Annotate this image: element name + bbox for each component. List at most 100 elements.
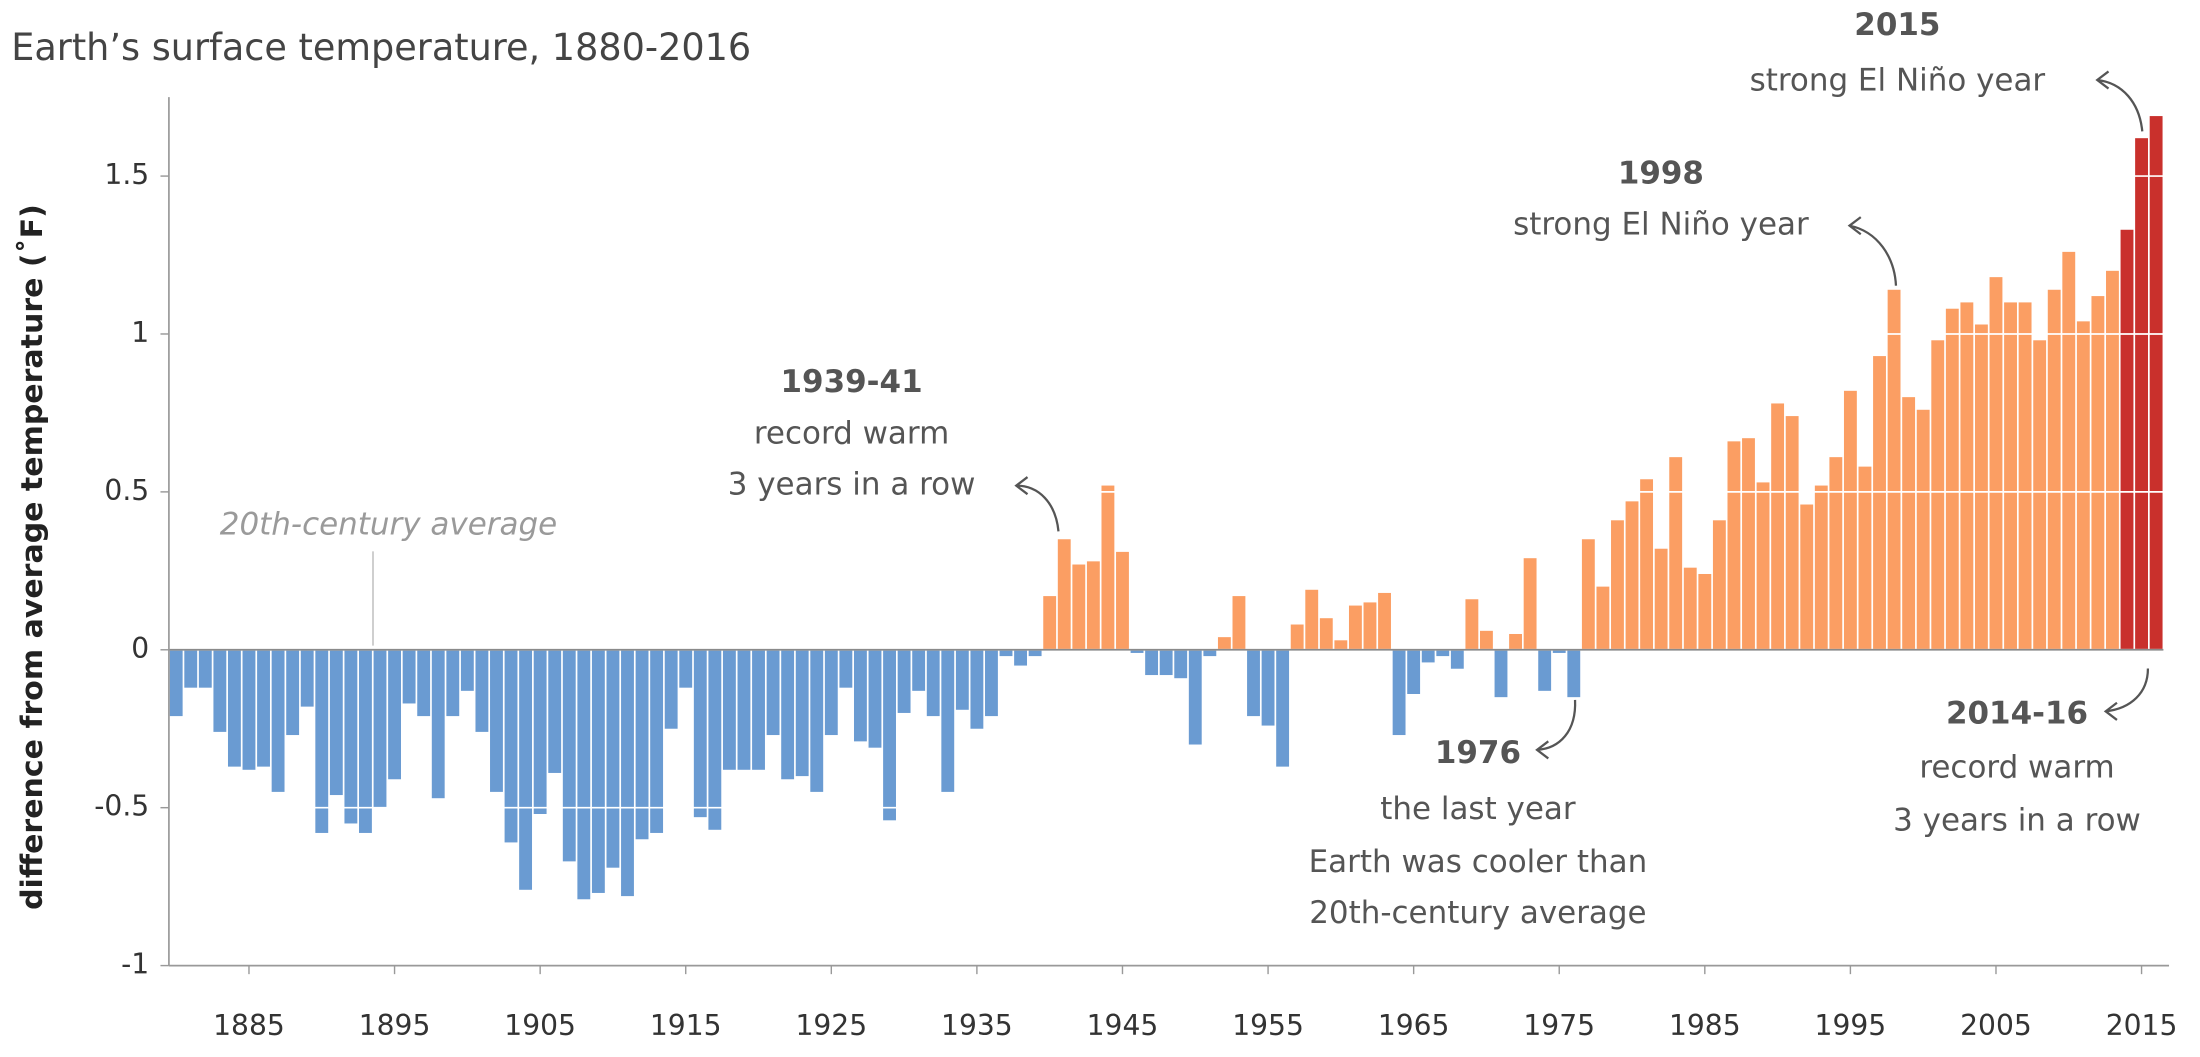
bar [1057,539,1071,650]
bar [1800,504,1814,650]
bar [941,649,955,792]
bar [1931,340,1945,650]
bar [1742,438,1755,650]
bar [606,649,620,868]
bar [2106,270,2119,650]
bar [1712,520,1726,650]
bar [1640,479,1654,650]
bar [475,649,489,732]
bar [679,649,693,688]
x-tick-label: 1955 [1232,1009,1304,1042]
bar [1858,466,1872,650]
x-tick-label: 1965 [1378,1009,1450,1042]
bar [1509,633,1522,650]
bar [344,649,358,824]
annotation-title: 1998 [1618,155,1704,191]
annotation-arrow [1847,216,1898,286]
bar [1654,548,1668,650]
annotation-arrow [1535,699,1577,760]
annotation-title: 1939-41 [781,364,923,400]
bar [1436,649,1450,657]
bar [912,649,926,691]
bar [1669,457,1683,650]
x-tick-label: 1985 [1669,1009,1741,1042]
annotation-text: Earth was cooler than [1309,844,1648,880]
bar [693,649,707,818]
bar [490,649,503,792]
bar [1348,605,1362,650]
bar [1028,649,1042,657]
bar [897,649,911,713]
bar [1043,596,1057,650]
bar [591,649,605,893]
bar [1945,308,1959,650]
bar [1305,589,1319,650]
bar [1363,602,1377,650]
bar [1814,485,1828,650]
x-tick-label: 1975 [1523,1009,1595,1042]
bar [1188,649,1202,745]
bar [1785,416,1799,650]
annotation-arrow [2103,668,2150,721]
bar [329,649,343,796]
x-tick-label: 1915 [650,1009,722,1042]
annotation-text: record warm [754,415,949,451]
bar [417,649,431,717]
bar [1392,649,1406,736]
bar [1290,624,1304,650]
bar [795,649,809,777]
bar [1276,649,1290,767]
annotation-text: strong El Niño year [1513,207,1809,243]
bar [1887,289,1901,650]
bar [1450,649,1464,669]
bar [402,649,416,704]
bar [1465,599,1479,650]
annotation-arrow [1014,476,1060,532]
bar [1407,649,1421,694]
bar [227,649,241,767]
bar [242,649,256,770]
x-tick-label: 1935 [941,1009,1013,1042]
bar [504,649,518,843]
bar [737,649,751,770]
x-tick-label: 2005 [1960,1009,2032,1042]
bar [664,649,678,729]
bar [271,649,285,792]
bar [926,649,940,717]
y-tick-label: 0 [131,632,149,665]
bar [621,649,634,897]
bar [1101,485,1115,650]
y-axis-label: difference from average temperature (˚F) [14,204,50,910]
bar [2135,138,2149,650]
bar [1829,457,1843,650]
annotation-text: the last year [1380,791,1576,827]
chart-title: Earth’s surface temperature, 1880-2016 [11,26,751,69]
y-tick-label: -0.5 [94,790,149,823]
bar [1378,592,1391,650]
bar [2120,229,2134,650]
bar [315,649,329,833]
bar [1625,501,1639,650]
bar [169,649,183,717]
x-tick-label: 1925 [795,1009,867,1042]
bar [2076,321,2090,650]
bar [1072,564,1086,650]
bar [970,649,984,729]
bar [213,649,227,732]
bar [548,649,562,773]
x-tick-label: 1895 [359,1009,431,1042]
y-tick-label: 0.5 [104,474,149,507]
bar [985,649,998,717]
bar [577,649,591,900]
x-tick-label: 1885 [213,1009,285,1042]
bar [300,649,314,707]
bar [1843,390,1857,650]
y-tick-label: -1 [121,947,149,980]
bar [446,649,460,717]
bar [1538,649,1552,691]
annotation-text: 3 years in a row [728,467,976,503]
annotation-text: 3 years in a row [1893,802,2141,838]
plot-area: -1 -0.5 0 0.5 1 1.5 1885 1895 1905 1915 1925 1935 19… [94,97,2177,1042]
